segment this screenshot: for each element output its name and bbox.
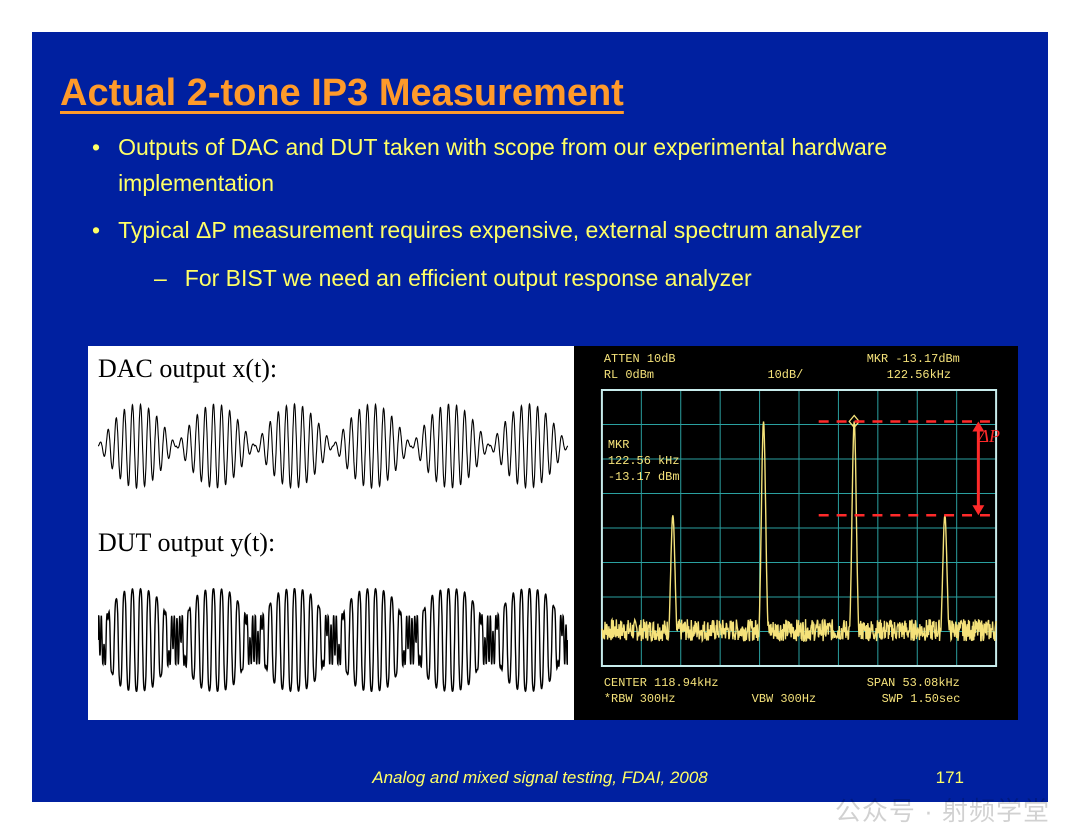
page-number: 171: [936, 768, 964, 788]
svg-text:MKR: MKR: [608, 438, 630, 452]
svg-text:10dB/: 10dB/: [767, 368, 803, 382]
spectrum-plot: ATTEN 10dB MKR -13.17dBm RL 0dBm 10dB/122.5…: [580, 346, 1018, 720]
svg-text:ATTEN 10dB: ATTEN 10dB: [604, 352, 676, 366]
svg-text:CENTER 118.94kHz: CENTER 118.94kHz: [604, 676, 719, 690]
slide: Actual 2-tone IP3 Measurement • Outputs …: [32, 32, 1048, 802]
watermark: 公众号 · 射频学堂: [835, 791, 1050, 828]
svg-text:RL 0dBm: RL 0dBm: [604, 368, 654, 382]
bullet-2-sub: – For BIST we need an efficient output r…: [154, 261, 1008, 297]
svg-text:SPAN 53.08kHz: SPAN 53.08kHz: [867, 676, 960, 690]
slide-footer: Analog and mixed signal testing, FDAI, 2…: [32, 768, 1048, 788]
bullet-2: • Typical ΔP measurement requires expens…: [92, 213, 1008, 249]
dac-output-label: DAC output x(t):: [98, 354, 570, 384]
dash-icon: –: [154, 261, 167, 297]
svg-text:*RBW 300Hz: *RBW 300Hz: [604, 692, 676, 706]
bullet-2-text: Typical ΔP measurement requires expensiv…: [118, 213, 862, 249]
spectrum-analyzer-panel: ATTEN 10dB MKR -13.17dBm RL 0dBm 10dB/122.5…: [574, 346, 1018, 720]
figure-row: DAC output x(t): DUT output y(t): ATTEN …: [88, 346, 1018, 720]
dac-waveform: [98, 386, 568, 506]
svg-text:SWP 1.50sec: SWP 1.50sec: [882, 692, 961, 706]
bullet-dot-icon: •: [92, 130, 100, 201]
slide-title: Actual 2-tone IP3 Measurement: [60, 72, 624, 115]
svg-text:MKR -13.17dBm: MKR -13.17dBm: [867, 352, 960, 366]
dut-waveform: [98, 560, 568, 720]
time-domain-panel: DAC output x(t): DUT output y(t):: [88, 346, 574, 720]
bullet-dot-icon: •: [92, 213, 100, 249]
bullet-1-text: Outputs of DAC and DUT taken with scope …: [118, 130, 1008, 201]
svg-text:-13.17 dBm: -13.17 dBm: [608, 470, 680, 484]
svg-text:122.56 kHz: 122.56 kHz: [608, 454, 680, 468]
bullet-2-sub-text: For BIST we need an efficient output res…: [185, 261, 752, 297]
svg-text:VBW 300Hz: VBW 300Hz: [752, 692, 817, 706]
bullet-1: • Outputs of DAC and DUT taken with scop…: [92, 130, 1008, 201]
delta-p-label: ΔP: [978, 426, 1000, 447]
svg-text:122.56kHz: 122.56kHz: [887, 368, 952, 382]
dut-output-label: DUT output y(t):: [98, 528, 570, 558]
bullet-list: • Outputs of DAC and DUT taken with scop…: [92, 130, 1008, 297]
